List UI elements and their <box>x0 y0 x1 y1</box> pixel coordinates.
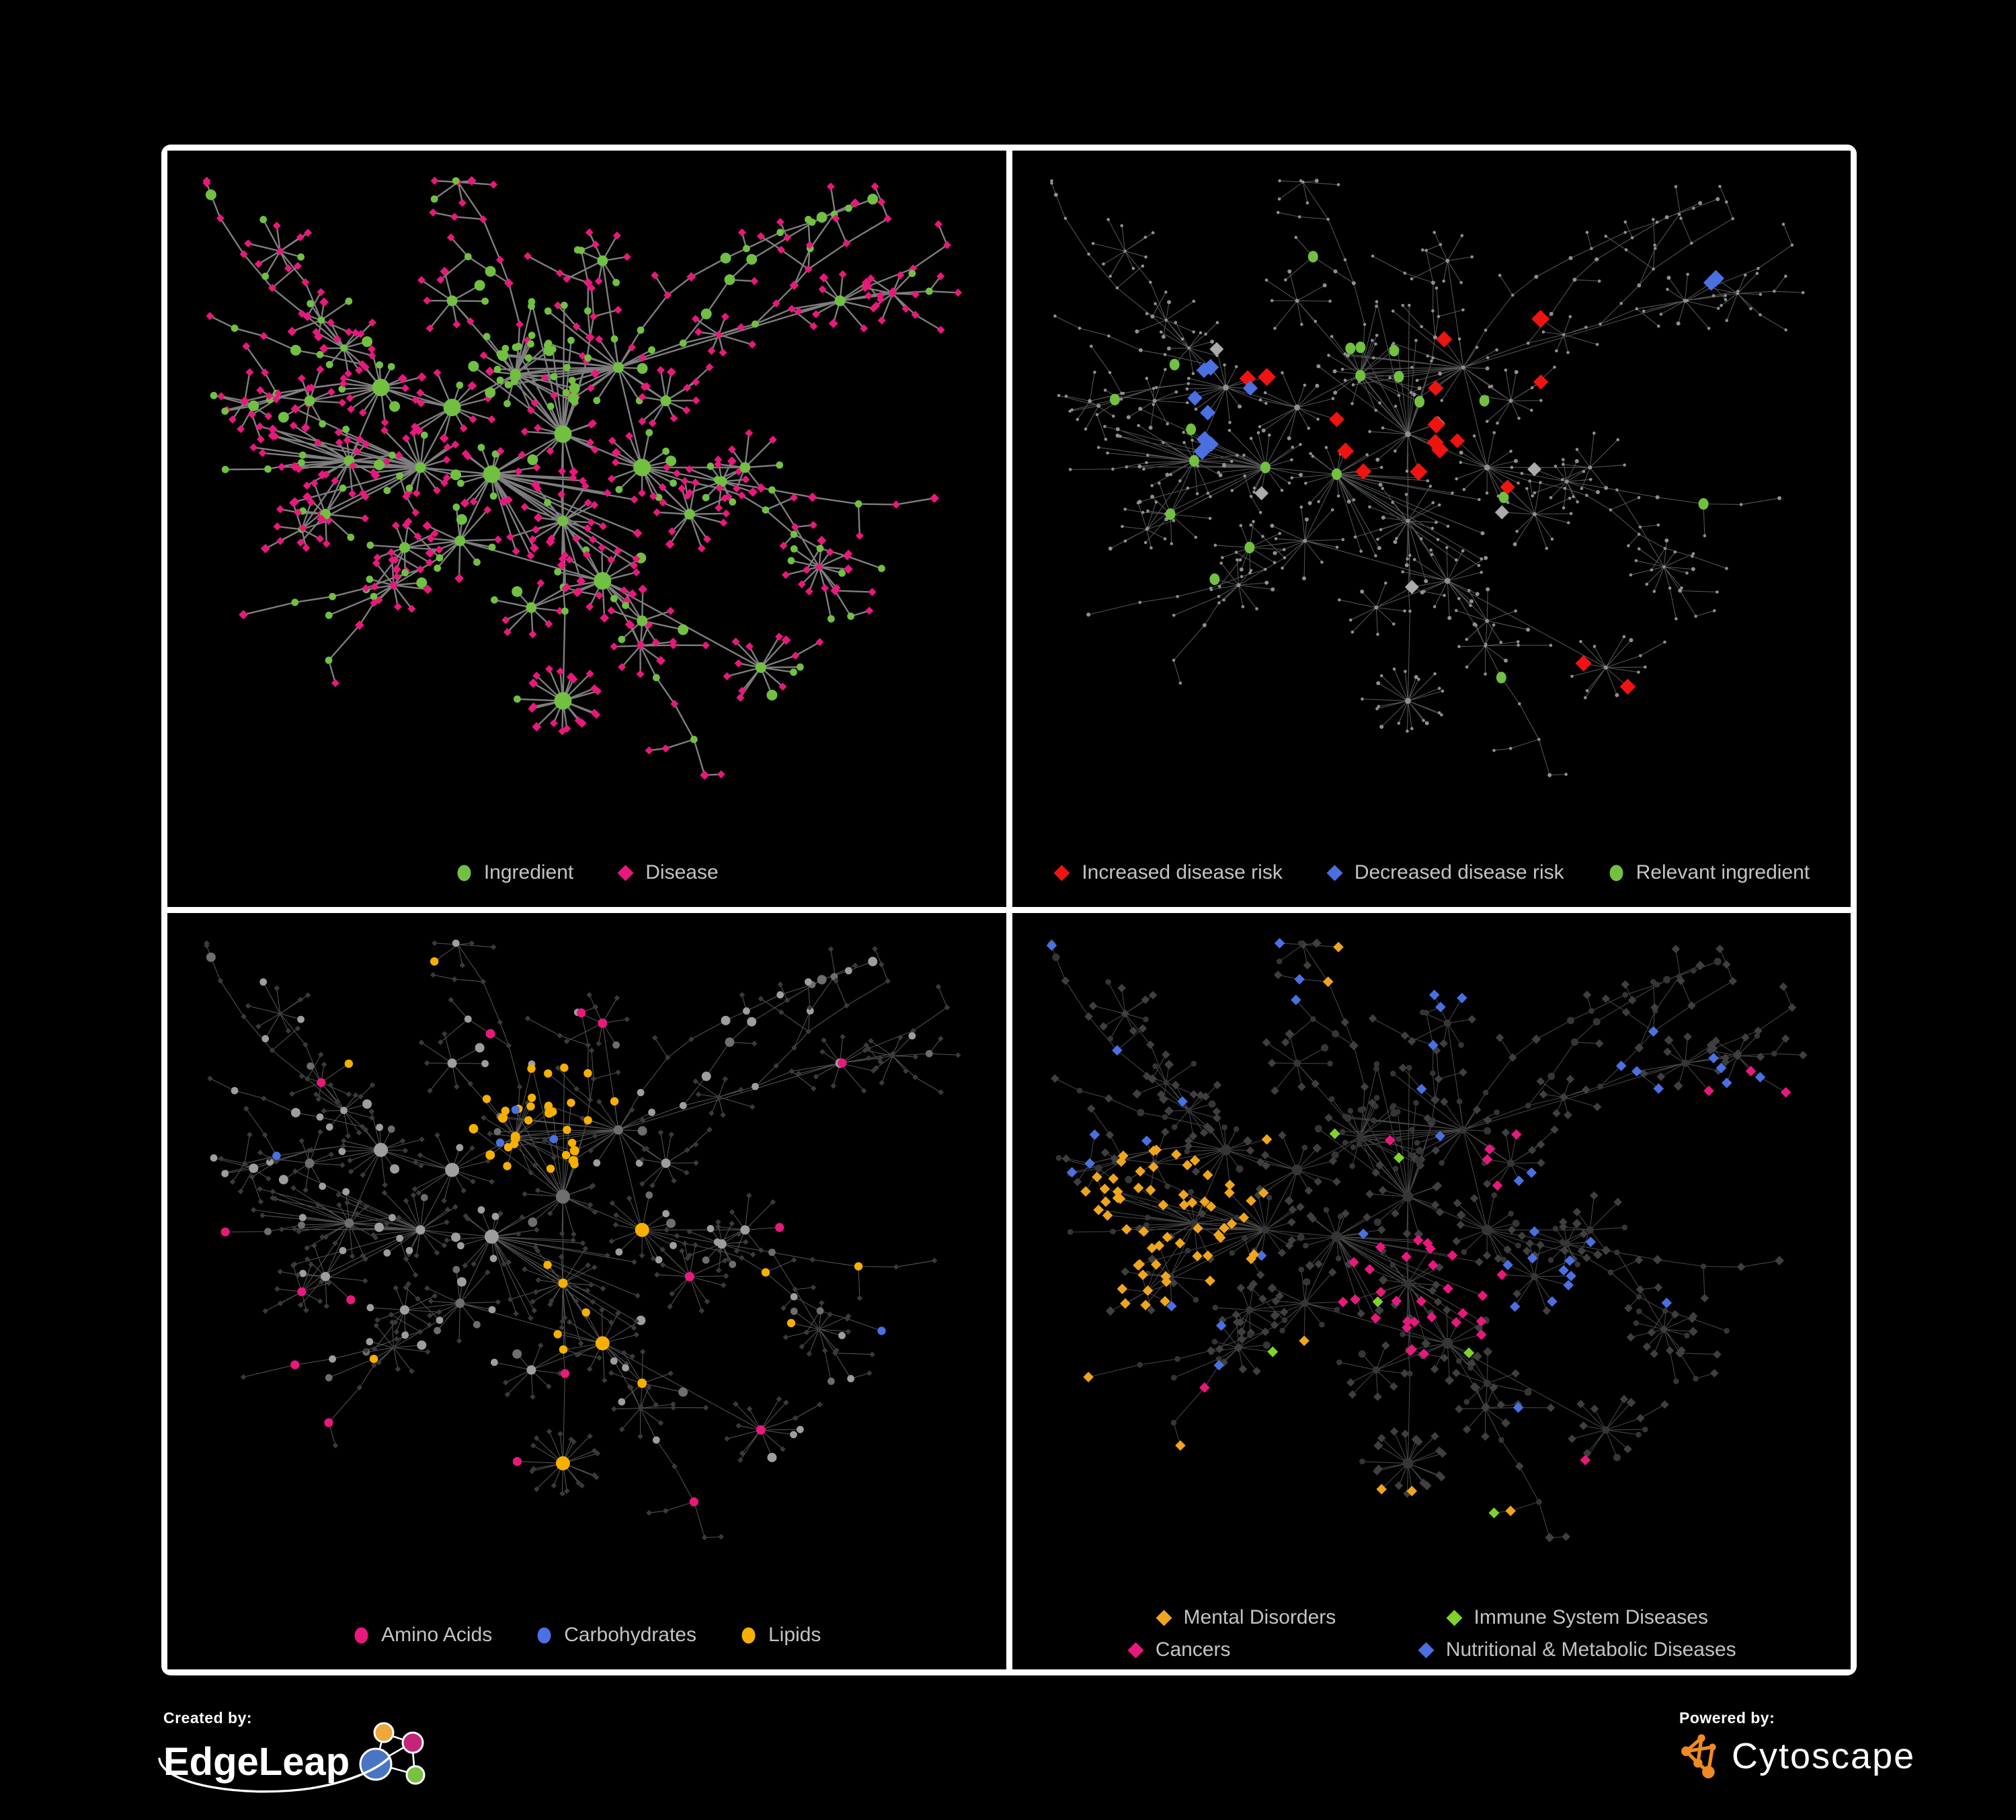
panel-disease-categories: Mental Disorders Immune System Diseases Ca… <box>1012 913 1851 1669</box>
nodes-layer <box>202 175 963 780</box>
network-nutrient-classes <box>204 939 961 1541</box>
edges-layer <box>206 943 959 1538</box>
cytoscape-branding: Powered by: Cytoscape <box>1679 1709 1962 1810</box>
edgeleap-branding: Created by: EdgeLeap <box>158 1709 513 1817</box>
cytoscape-wordmark: Cytoscape <box>1732 1736 1916 1776</box>
edgeleap-node-pink <box>401 1731 424 1754</box>
edgeleap-wordmark: EdgeLeap <box>163 1740 350 1784</box>
edgeleap-node-green <box>405 1765 426 1785</box>
highlight-nodes-layer <box>1046 938 1791 1519</box>
powered-by-label: Powered by: <box>1679 1709 1775 1727</box>
nodes-layer <box>204 939 961 1541</box>
edgeleap-node-orange <box>373 1722 395 1743</box>
edgeleap-logo <box>359 1722 426 1785</box>
network-disease-risk <box>1049 178 1804 777</box>
panel-grid: Ingredient Disease Increased disease risk… <box>161 145 1857 1675</box>
panel-nutrient-classes: Amino Acids Carbohydrates Lipids <box>167 913 1006 1669</box>
edgeleap-node-blue <box>359 1747 393 1781</box>
panel-ingredient-disease: Ingredient Disease <box>167 151 1006 907</box>
edges-layer <box>1051 180 1803 776</box>
highlight-nodes-layer <box>220 957 886 1507</box>
network-ingredient-disease <box>202 175 963 780</box>
cytoscape-logo <box>1681 1734 1716 1779</box>
created-by-label: Created by: <box>163 1709 253 1727</box>
panel-disease-risk: Increased disease risk Decreased disease … <box>1012 151 1851 907</box>
network-disease-categories <box>1046 938 1807 1542</box>
edges-layer <box>1051 943 1803 1538</box>
nodes-layer <box>1049 178 1804 777</box>
